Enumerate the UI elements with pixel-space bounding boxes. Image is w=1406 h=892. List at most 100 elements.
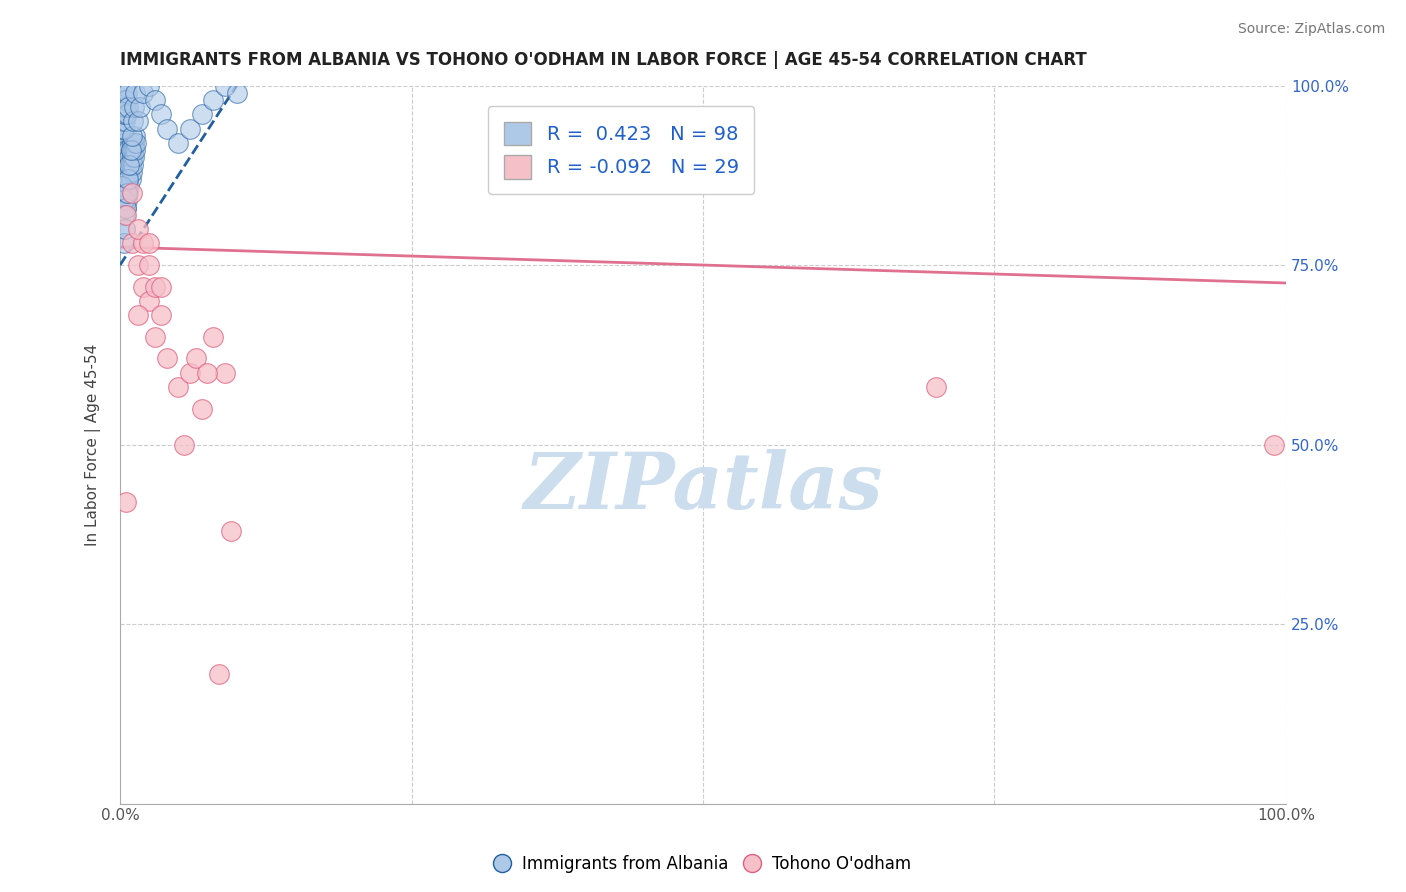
- Point: [127, 114, 149, 128]
- Point: [120, 143, 142, 157]
- Point: [132, 236, 155, 251]
- Point: [117, 186, 139, 201]
- Point: [120, 172, 142, 186]
- Point: [114, 222, 136, 236]
- Point: [114, 136, 136, 150]
- Point: [225, 86, 247, 100]
- Point: [112, 236, 135, 251]
- Point: [132, 279, 155, 293]
- Point: [115, 86, 138, 100]
- Point: [117, 172, 139, 186]
- Point: [143, 330, 166, 344]
- Point: [149, 279, 172, 293]
- Point: [122, 157, 145, 171]
- Point: [167, 380, 190, 394]
- Point: [122, 114, 145, 128]
- Point: [111, 157, 134, 171]
- Point: [197, 366, 219, 380]
- Point: [122, 136, 145, 150]
- Point: [127, 258, 149, 272]
- Point: [127, 222, 149, 236]
- Point: [202, 93, 225, 107]
- Point: [112, 208, 135, 222]
- Legend: Immigrants from Albania, Tohono O'odham: Immigrants from Albania, Tohono O'odham: [488, 848, 918, 880]
- Point: [124, 143, 146, 157]
- Point: [143, 279, 166, 293]
- Point: [110, 164, 132, 178]
- Point: [114, 164, 136, 178]
- Point: [115, 143, 138, 157]
- Point: [127, 308, 149, 322]
- Point: [138, 258, 160, 272]
- Point: [115, 495, 138, 509]
- Point: [173, 437, 195, 451]
- Point: [121, 136, 143, 150]
- Point: [115, 186, 138, 201]
- Point: [111, 186, 134, 201]
- Point: [115, 179, 138, 194]
- Point: [1263, 437, 1285, 451]
- Point: [117, 157, 139, 171]
- Point: [184, 351, 207, 366]
- Point: [111, 107, 134, 121]
- Point: [115, 172, 138, 186]
- Point: [112, 128, 135, 143]
- Point: [112, 143, 135, 157]
- Point: [214, 78, 236, 93]
- Text: ZIPatlas: ZIPatlas: [523, 450, 883, 526]
- Point: [114, 194, 136, 208]
- Point: [112, 172, 135, 186]
- Point: [120, 157, 142, 171]
- Point: [132, 86, 155, 100]
- Point: [110, 136, 132, 150]
- Point: [118, 179, 141, 194]
- Point: [114, 100, 136, 114]
- Text: IMMIGRANTS FROM ALBANIA VS TOHONO O'ODHAM IN LABOR FORCE | AGE 45-54 CORRELATION: IMMIGRANTS FROM ALBANIA VS TOHONO O'ODHA…: [120, 51, 1087, 69]
- Point: [118, 157, 141, 171]
- Point: [117, 100, 139, 114]
- Legend: R =  0.423   N = 98, R = -0.092   N = 29: R = 0.423 N = 98, R = -0.092 N = 29: [488, 106, 755, 194]
- Point: [115, 164, 138, 178]
- Point: [115, 107, 138, 121]
- Point: [138, 293, 160, 308]
- Point: [112, 107, 135, 121]
- Point: [115, 150, 138, 164]
- Point: [110, 121, 132, 136]
- Point: [112, 186, 135, 201]
- Point: [179, 366, 201, 380]
- Point: [121, 164, 143, 178]
- Point: [115, 201, 138, 215]
- Point: [115, 186, 138, 201]
- Point: [179, 121, 201, 136]
- Point: [190, 107, 212, 121]
- Point: [925, 380, 948, 394]
- Point: [114, 78, 136, 93]
- Point: [118, 150, 141, 164]
- Point: [114, 150, 136, 164]
- Point: [111, 114, 134, 128]
- Y-axis label: In Labor Force | Age 45-54: In Labor Force | Age 45-54: [86, 343, 101, 546]
- Point: [202, 330, 225, 344]
- Point: [112, 201, 135, 215]
- Point: [138, 236, 160, 251]
- Point: [190, 401, 212, 416]
- Point: [138, 78, 160, 93]
- Point: [111, 179, 134, 194]
- Point: [111, 172, 134, 186]
- Point: [114, 114, 136, 128]
- Point: [115, 208, 138, 222]
- Point: [115, 100, 138, 114]
- Point: [124, 128, 146, 143]
- Point: [111, 128, 134, 143]
- Point: [114, 179, 136, 194]
- Point: [115, 107, 138, 121]
- Point: [117, 172, 139, 186]
- Point: [114, 222, 136, 236]
- Point: [115, 93, 138, 107]
- Point: [112, 157, 135, 171]
- Point: [118, 164, 141, 178]
- Point: [112, 121, 135, 136]
- Point: [112, 100, 135, 114]
- Point: [156, 121, 179, 136]
- Point: [208, 667, 231, 681]
